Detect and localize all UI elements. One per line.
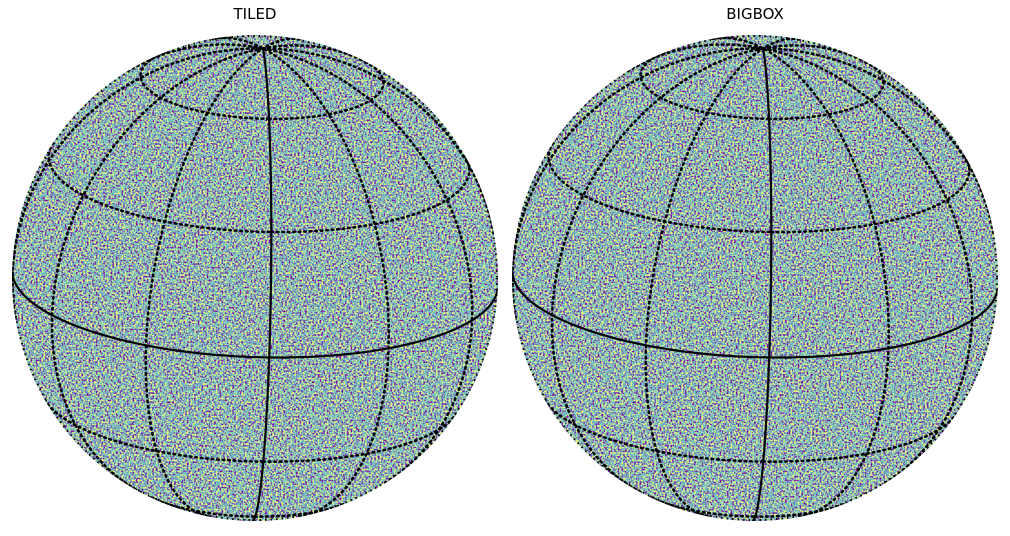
graticule-meridian [50,47,265,494]
equator [12,270,498,359]
graticule-meridian [761,47,974,485]
graticule-parallel [43,398,458,463]
graticule-parallel [639,51,885,121]
sphere [12,35,498,521]
graticule-meridian [12,47,265,321]
graticule-meridian [761,37,802,50]
sphere-edge [512,35,998,521]
graticule-meridian [550,47,765,494]
graticule-meridian [261,47,474,485]
graticule-meridian [261,47,496,235]
graticule-parallel [139,51,385,121]
graticule-meridian [261,37,302,50]
panel-title: TILED [233,5,277,23]
graticule-parallel [547,141,971,234]
graticule-meridian [211,36,265,50]
sky-map [12,35,498,521]
graticule-meridian [644,47,765,518]
graticule-meridian [261,47,390,519]
graticule-meridian [144,47,265,518]
sphere [512,35,998,521]
graticule-parallel [47,141,471,234]
graticule-parallel [148,496,346,518]
graticule-meridian [761,47,890,519]
prime-meridian [751,48,773,521]
sky-map [512,35,998,521]
graticule-meridian [761,47,996,235]
sphere-edge [12,35,498,521]
prime-meridian [251,48,273,521]
graticule-parallel [543,398,958,463]
graticule-parallel [648,496,846,518]
graticule-meridian [512,47,765,321]
panel-title: BIGBOX [726,5,784,23]
equator [512,270,998,359]
graticule-meridian [711,36,765,50]
